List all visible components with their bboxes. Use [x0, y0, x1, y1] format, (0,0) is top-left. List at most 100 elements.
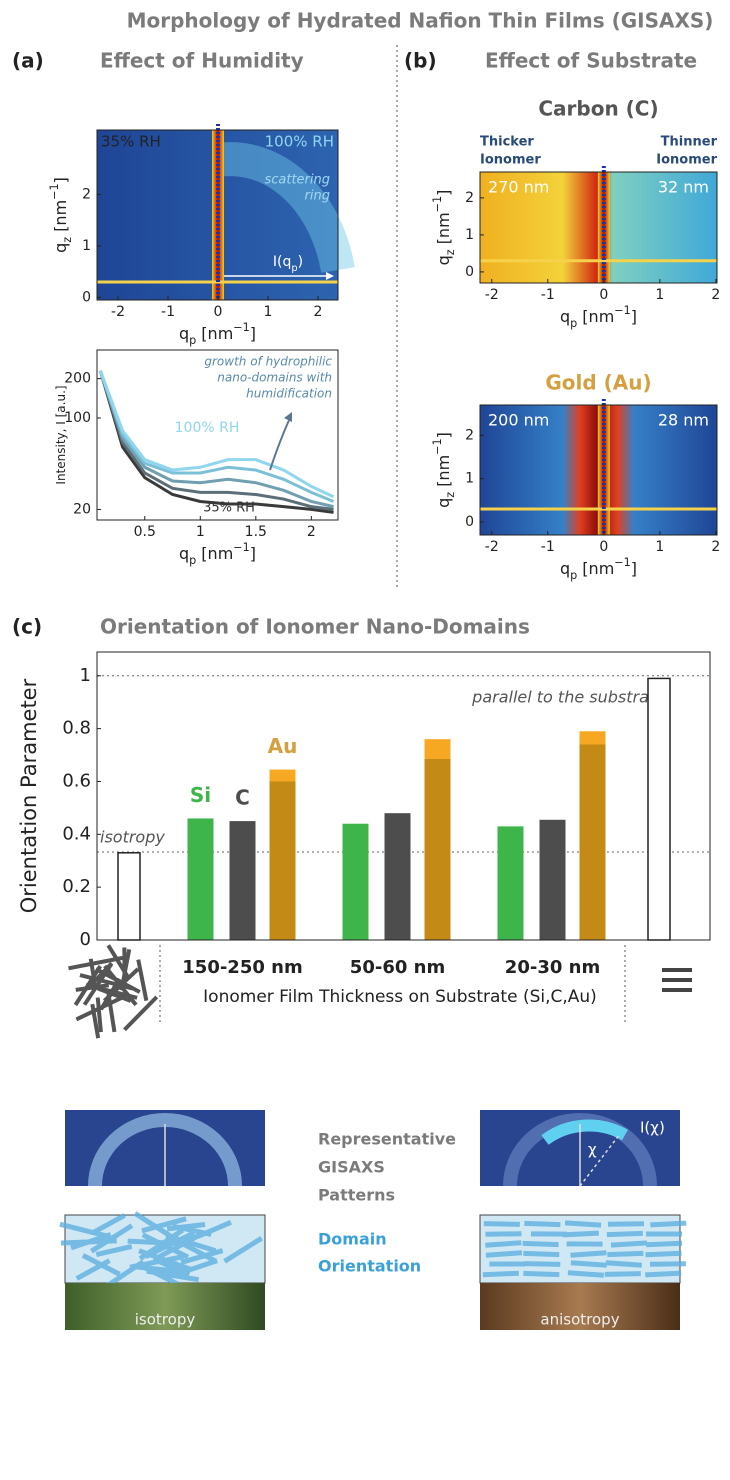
domains-random — [59, 1211, 264, 1288]
stick — [79, 973, 133, 991]
domain — [604, 1271, 641, 1277]
x-tick-label: 20-30 nm — [505, 957, 600, 978]
domain — [523, 1270, 560, 1278]
label-part: ] — [250, 324, 256, 343]
domain — [524, 1220, 561, 1228]
domain — [172, 1223, 212, 1237]
annotation: 100% RH — [175, 420, 240, 436]
intensity-curve — [98, 370, 334, 509]
x-axis-label: qp [nm−1] — [560, 304, 637, 330]
y-tick-label: 20 — [73, 501, 91, 517]
x-tick-label: -1 — [541, 539, 555, 555]
domain — [483, 1221, 520, 1227]
stick — [82, 963, 113, 1006]
y-axis-label: qz [nm−1] — [431, 190, 457, 266]
domain — [60, 1238, 117, 1246]
domain — [522, 1240, 559, 1248]
x-axis-label: Ionomer Film Thickness on Substrate (Si,… — [203, 987, 597, 1007]
x-axis-label: qp [nm−1] — [560, 556, 637, 582]
arrow-head — [284, 412, 292, 422]
domains-aligned — [482, 1220, 687, 1278]
intensity-curve — [98, 370, 335, 503]
label-part: [nm — [434, 212, 453, 249]
y-tick-label: 2 — [465, 427, 474, 443]
stick — [73, 965, 102, 1007]
panel-title: Orientation of Ionomer Nano-Domains — [100, 615, 530, 639]
x-tick-label: -2 — [485, 287, 499, 303]
arrow — [269, 417, 291, 471]
domain — [570, 1250, 607, 1258]
isotropy-icon — [68, 944, 159, 1039]
domain — [485, 1240, 522, 1248]
angle-label: χ — [588, 1141, 597, 1159]
label-part: I(q — [273, 254, 291, 270]
intensity-curve — [98, 370, 334, 511]
annotation: Ionomer — [656, 153, 717, 168]
frame — [479, 171, 718, 284]
x-tick-label: 1 — [264, 304, 273, 320]
label-part: z — [61, 237, 74, 243]
x-axis-label: qp [nm−1] — [179, 321, 256, 347]
x-tick-label: 150-250 nm — [182, 957, 302, 978]
stick — [106, 991, 117, 1033]
annotation: 270 nm — [488, 178, 549, 197]
domain — [645, 1250, 682, 1258]
annotation: humidification — [246, 387, 332, 401]
label-part: ] — [51, 177, 70, 183]
x-tick-label: 2 — [314, 304, 323, 320]
label-part: ) — [298, 254, 303, 270]
domain — [75, 1258, 111, 1281]
parallel-icon — [662, 968, 692, 992]
y-tick-label: 0 — [465, 514, 474, 530]
x-tick-label: 2 — [307, 524, 316, 540]
label-part: p — [570, 569, 577, 582]
bar — [539, 819, 566, 940]
y-tick-label: 0.2 — [62, 876, 91, 897]
label-part: ] — [631, 307, 637, 326]
domain — [610, 1240, 648, 1248]
label-part: −1 — [233, 321, 250, 334]
stick — [123, 995, 159, 1032]
reference-label: isotropy — [100, 828, 165, 847]
annotation: 200 nm — [488, 411, 549, 430]
substrate-label: anisotropy — [540, 1311, 619, 1329]
bar — [384, 813, 411, 940]
domain — [482, 1270, 519, 1278]
label-part: z — [444, 492, 457, 498]
heatmap-streak — [212, 130, 224, 300]
label-part: q — [179, 324, 189, 343]
annotation: nano-domains with — [217, 371, 332, 385]
x-tick-label: 2 — [711, 539, 720, 555]
x-tick-label: 50-60 nm — [350, 957, 445, 978]
y-axis-label: Orientation Parameter — [17, 678, 41, 913]
domain — [59, 1221, 109, 1239]
caption: Orientation — [318, 1257, 421, 1276]
caption: Domain — [318, 1230, 387, 1249]
annotation: 35% RH — [101, 133, 161, 151]
label-part: ] — [250, 544, 256, 563]
arrow-label: I(qp) — [273, 254, 303, 274]
label-part: ] — [631, 559, 637, 578]
label-part: −1 — [614, 304, 631, 317]
y-tick-label: 0 — [82, 289, 91, 305]
y-tick-label: 100 — [64, 410, 91, 426]
domain — [607, 1250, 644, 1258]
domain — [90, 1223, 134, 1254]
section-title: Effect of Humidity — [100, 49, 304, 73]
intensity-curve — [98, 370, 334, 514]
y-tick-label: 1 — [82, 238, 91, 254]
annotation: 35% RH — [203, 501, 255, 516]
y-tick-label: 0.6 — [62, 770, 91, 791]
label-part: q — [434, 498, 453, 508]
stick — [68, 955, 124, 971]
label-part: q — [560, 307, 570, 326]
substrate-label: isotropy — [135, 1311, 196, 1329]
legend-label: Au — [268, 734, 298, 758]
x-tick-label: 1 — [196, 524, 205, 540]
y-tick-label: 2 — [82, 186, 91, 202]
domain — [95, 1244, 133, 1257]
annotation: Ionomer — [480, 153, 541, 168]
x-tick-label: -2 — [485, 539, 499, 555]
domain — [564, 1220, 602, 1228]
